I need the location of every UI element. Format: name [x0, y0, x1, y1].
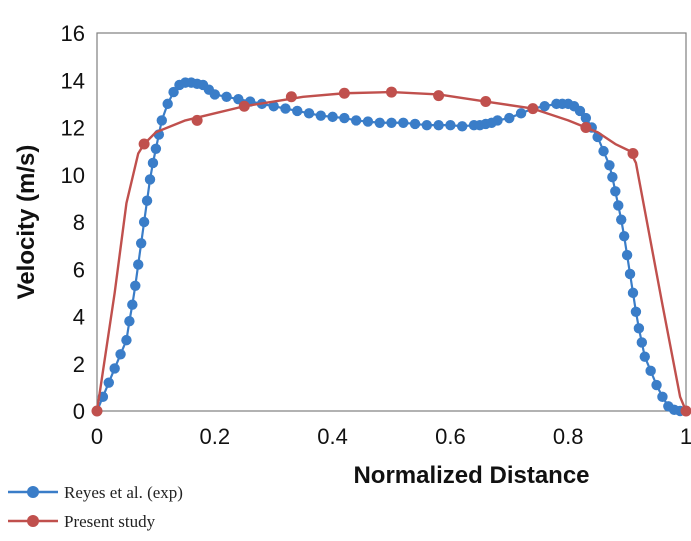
data-point-present-study [580, 122, 592, 133]
data-point-present-study [680, 405, 691, 417]
data-point-present-study [386, 86, 397, 98]
data-point-reyes [130, 280, 141, 291]
data-point-reyes [621, 249, 633, 261]
data-point-reyes [651, 379, 662, 391]
data-point-reyes [580, 112, 592, 124]
data-point-reyes [339, 112, 350, 124]
legend-marker [27, 515, 39, 527]
data-point-reyes [268, 101, 279, 112]
legend-label: Reyes et al. (exp) [64, 483, 183, 502]
y-tick-label: 8 [73, 210, 85, 235]
data-point-reyes [327, 111, 338, 123]
data-point-reyes [604, 160, 615, 171]
data-point-reyes [421, 119, 433, 131]
data-point-reyes [374, 117, 385, 128]
data-point-reyes [618, 230, 630, 242]
data-point-present-study [191, 114, 203, 126]
y-tick-label: 16 [61, 21, 85, 46]
data-point-reyes [624, 268, 636, 280]
data-point-reyes [135, 238, 147, 249]
data-point-present-study [91, 405, 103, 417]
data-point-reyes [627, 287, 639, 299]
data-point-reyes [598, 145, 609, 157]
data-point-reyes [141, 195, 153, 206]
data-point-reyes [121, 334, 132, 346]
data-point-reyes [162, 98, 173, 110]
data-point-reyes [280, 103, 291, 114]
data-point-present-study [627, 147, 639, 159]
data-point-reyes [115, 349, 126, 360]
y-tick-label: 14 [61, 68, 85, 93]
data-point-reyes [657, 391, 668, 403]
data-point-reyes [398, 117, 409, 128]
x-tick-label: 0.6 [435, 424, 466, 449]
data-point-reyes [362, 116, 374, 127]
data-point-reyes [147, 157, 159, 169]
data-point-reyes [607, 171, 618, 183]
data-point-reyes [144, 174, 156, 185]
data-point-reyes [433, 119, 444, 131]
data-point-reyes [127, 299, 138, 310]
legend-label: Present study [64, 512, 156, 531]
data-point-present-study [138, 138, 150, 150]
data-point-reyes [292, 105, 303, 117]
data-point-reyes [633, 323, 645, 334]
data-point-reyes [156, 115, 167, 126]
plot-frame [96, 32, 687, 412]
data-point-present-study [480, 96, 492, 108]
data-point-reyes [315, 110, 327, 121]
y-tick-label: 10 [61, 163, 85, 188]
data-point-reyes [221, 91, 232, 102]
data-point-reyes [574, 105, 586, 117]
data-point-present-study [338, 87, 350, 99]
data-point-reyes [515, 108, 527, 119]
data-point-reyes [492, 115, 503, 126]
data-point-reyes [409, 118, 421, 130]
x-tick-label: 0.8 [553, 424, 584, 449]
y-tick-label: 6 [73, 257, 85, 282]
data-point-reyes [539, 101, 550, 112]
data-point-reyes [504, 112, 515, 124]
y-tick-label: 12 [61, 116, 85, 141]
y-tick-label: 0 [73, 399, 85, 424]
data-point-reyes [168, 86, 179, 98]
data-point-reyes [138, 216, 150, 228]
data-point-reyes [233, 93, 244, 105]
data-point-reyes [124, 316, 135, 327]
legend-marker [27, 486, 39, 498]
y-axis-title: Velocity (m/s) [13, 145, 40, 300]
data-point-reyes [103, 377, 114, 388]
data-point-reyes [636, 337, 648, 348]
data-point-reyes [616, 214, 627, 225]
y-tick-label: 4 [73, 305, 85, 330]
data-point-present-study [527, 103, 539, 115]
data-point-reyes [610, 186, 621, 197]
data-point-present-study [238, 100, 250, 112]
data-point-reyes [350, 115, 362, 126]
y-tick-label: 2 [73, 352, 85, 377]
data-point-reyes [150, 143, 162, 154]
data-point-reyes [109, 363, 120, 374]
x-tick-label: 0 [91, 424, 103, 449]
x-axis-title: Normalized Distance [353, 462, 589, 489]
data-point-reyes [630, 306, 642, 317]
data-point-reyes [303, 108, 315, 119]
data-point-reyes [645, 365, 656, 377]
data-point-present-study [433, 90, 445, 102]
data-point-reyes [386, 117, 397, 128]
data-point-present-study [285, 91, 297, 103]
data-point-reyes [456, 121, 468, 132]
data-point-reyes [209, 89, 220, 100]
data-point-reyes [613, 200, 624, 211]
x-tick-label: 1 [680, 424, 691, 449]
x-tick-label: 0.2 [200, 424, 231, 449]
data-point-reyes [445, 119, 456, 131]
x-tick-label: 0.4 [317, 424, 348, 449]
data-point-reyes [639, 351, 650, 362]
data-point-reyes [133, 259, 144, 270]
